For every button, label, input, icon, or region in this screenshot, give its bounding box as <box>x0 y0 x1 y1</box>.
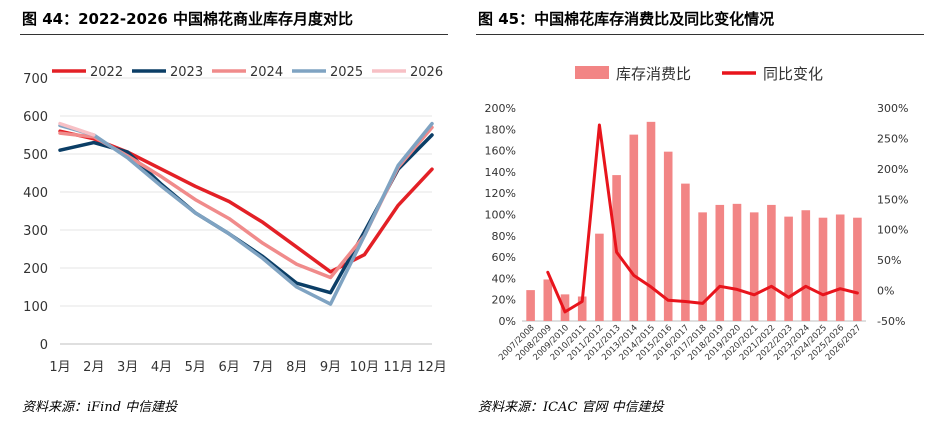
y-left-tick-label: 180% <box>485 123 516 136</box>
series-line-2026 <box>58 121 96 137</box>
x-tick-label: 12月 <box>417 360 447 375</box>
bar <box>835 214 845 321</box>
y-left-tick-label: 80% <box>492 230 516 243</box>
y-tick-label: 400 <box>23 186 48 201</box>
right-combo-chart: 0% 20% 40% 60% 80% 100% 120% 140% 160% 180% 200% -5… <box>485 65 909 363</box>
y-tick-label: 700 <box>23 72 48 87</box>
y-left-tick-label: 200% <box>485 102 516 115</box>
x-tick-label: 9月 <box>320 360 341 375</box>
y-tick-label: 600 <box>23 110 48 125</box>
right-title-divider <box>476 34 924 35</box>
bar <box>818 217 828 321</box>
y-left-tick-label: 20% <box>492 294 516 307</box>
bar <box>543 279 553 321</box>
legend-label: 2024 <box>250 65 283 80</box>
y-right-tick-label: 300% <box>877 102 908 115</box>
y-tick-label: 500 <box>23 148 48 163</box>
y-left-tick-label: 0% <box>499 315 516 328</box>
yoy-change-line <box>546 123 859 314</box>
y-tick-label: 300 <box>23 224 48 239</box>
bar <box>663 151 673 321</box>
x-tick-label: 10月 <box>350 360 380 375</box>
bar <box>784 216 793 321</box>
left-chart-title: 图 44：2022-2026 中国棉花商业库存月度对比 <box>22 10 354 28</box>
y-tick-label: 200 <box>23 262 48 277</box>
bar <box>595 233 604 321</box>
y-left-tick-label: 120% <box>485 187 516 200</box>
x-tick-label: 4月 <box>151 360 172 375</box>
x-tick-label: 3月 <box>117 360 138 375</box>
y-right-tick-label: 250% <box>877 132 908 145</box>
y-right-tick-label: 200% <box>877 163 908 176</box>
legend-swatch-bar <box>575 66 609 79</box>
y-right-tick-label: -50% <box>877 315 905 328</box>
y-tick-label: 100 <box>23 300 48 315</box>
bar <box>577 296 587 321</box>
bar <box>853 217 862 321</box>
y-left-tick-label: 140% <box>485 166 516 179</box>
x-tick-label: 1月 <box>49 360 70 375</box>
bar <box>681 183 690 321</box>
x-tick-label: 8月 <box>286 360 307 375</box>
legend-label: 2026 <box>410 65 443 80</box>
x-tick-label: 2月 <box>83 360 104 375</box>
y-left-tick-label: 60% <box>492 251 516 264</box>
x-tick-label: 7月 <box>252 360 273 375</box>
right-chart-title: 图 45：中国棉花库存消费比及同比变化情况 <box>478 10 775 28</box>
legend-label: 2022 <box>90 65 123 80</box>
left-line-chart: 0 100 200 300 400 500 600 700 1月 2月 3月 4月 5月 6月 7月 8月 9月… <box>23 65 447 375</box>
x-tick-label: 5月 <box>185 360 206 375</box>
left-title-divider <box>20 34 448 35</box>
y-left-tick-label: 40% <box>492 272 516 285</box>
x-tick-label: 11月 <box>383 360 413 375</box>
legend-label-line: 同比变化 <box>763 65 823 83</box>
bar <box>526 290 535 321</box>
legend-label: 2023 <box>170 65 203 80</box>
legend-label: 2025 <box>330 65 363 80</box>
left-chart-source: 资料来源：iFind 中信建投 <box>22 400 178 415</box>
bar <box>629 134 639 321</box>
bar <box>767 204 776 321</box>
y-right-tick-label: 150% <box>877 193 908 206</box>
series-line-2025 <box>58 121 434 306</box>
y-right-tick-label: 100% <box>877 224 908 237</box>
x-tick-label: 6月 <box>218 360 239 375</box>
y-left-tick-label: 100% <box>485 209 516 222</box>
bar <box>560 294 570 321</box>
bar <box>749 212 759 321</box>
legend-label-bar: 库存消费比 <box>616 65 691 83</box>
bar <box>698 212 707 321</box>
bar <box>801 210 811 321</box>
y-right-tick-label: 50% <box>877 254 901 267</box>
y-tick-label: 0 <box>40 338 48 353</box>
y-left-tick-label: 160% <box>485 145 516 158</box>
bar <box>646 121 656 321</box>
right-chart-source: 资料来源：ICAC 官网 中信建投 <box>478 400 664 415</box>
bar <box>732 203 742 321</box>
bar <box>715 204 725 321</box>
y-right-tick-label: 0% <box>877 285 894 298</box>
